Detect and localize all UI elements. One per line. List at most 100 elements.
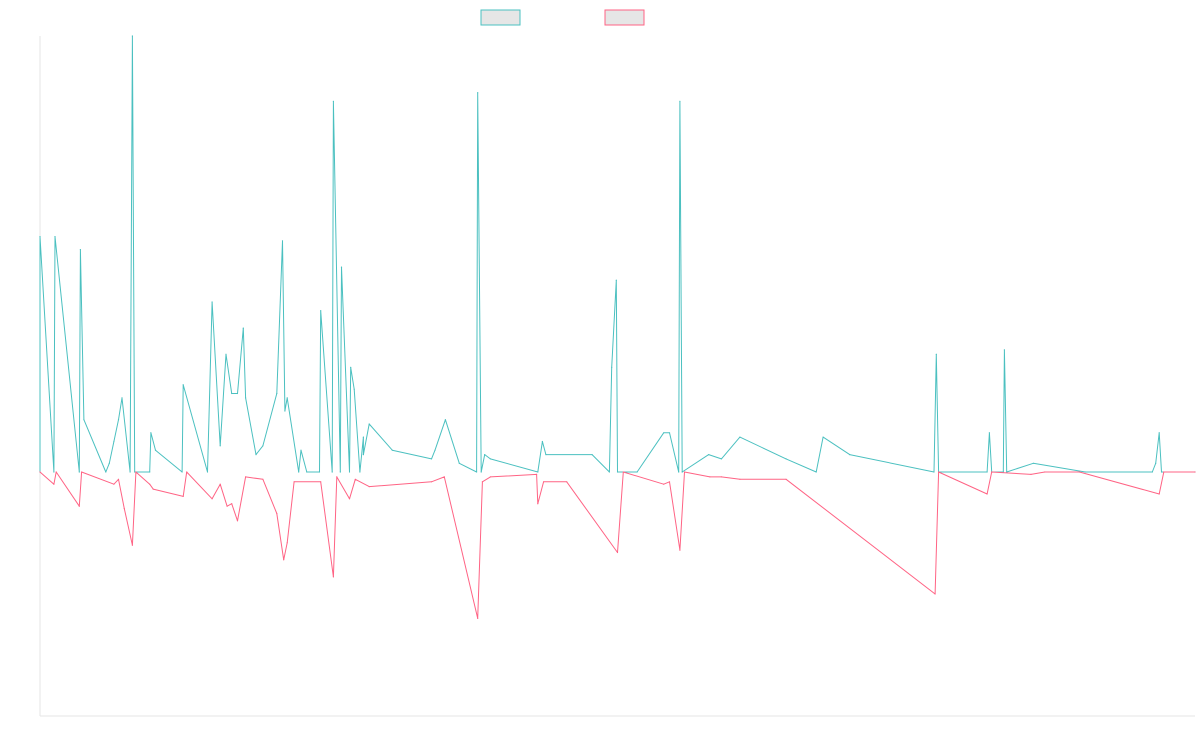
data-point	[636, 471, 638, 473]
data-point	[135, 471, 137, 473]
data-point	[537, 503, 539, 505]
data-point	[430, 481, 433, 483]
data-point	[477, 92, 479, 94]
data-point	[298, 471, 300, 473]
data-point	[720, 458, 723, 460]
legend-swatch	[480, 9, 521, 26]
data-point	[152, 488, 154, 490]
data-point	[1078, 471, 1081, 473]
data-point	[683, 471, 686, 473]
data-point	[477, 617, 479, 620]
data-point	[276, 392, 278, 395]
data-point	[117, 478, 120, 480]
data-point	[362, 436, 364, 438]
data-point	[262, 445, 264, 447]
legend-swatch	[604, 9, 645, 26]
data-point	[182, 384, 184, 386]
series-line-2	[39, 471, 1195, 619]
data-point	[318, 471, 321, 473]
data-point	[300, 449, 302, 451]
data-point	[348, 498, 351, 500]
data-point	[55, 471, 57, 473]
data-point	[681, 471, 683, 473]
data-point	[286, 397, 288, 399]
data-point	[79, 249, 81, 251]
data-point	[368, 423, 370, 425]
data-point	[663, 432, 665, 434]
data-point	[566, 481, 568, 483]
data-point	[284, 410, 286, 412]
data-point	[81, 471, 83, 473]
data-point	[340, 266, 343, 268]
data-point	[186, 471, 188, 473]
data-point	[262, 478, 264, 480]
data-point	[934, 593, 936, 595]
data-point	[320, 481, 322, 483]
data-point	[785, 478, 787, 480]
data-point	[739, 478, 741, 480]
data-point	[622, 471, 624, 473]
data-point	[320, 310, 322, 312]
data-point	[476, 471, 478, 473]
data-point	[231, 503, 233, 505]
data-point	[39, 471, 41, 473]
data-point	[430, 458, 433, 460]
data-point	[53, 471, 55, 473]
data-point	[679, 549, 681, 551]
data-point	[211, 498, 213, 500]
data-point	[336, 476, 338, 478]
data-point	[1158, 493, 1160, 495]
data-point	[708, 454, 710, 456]
data-point	[611, 366, 613, 368]
data-point	[123, 508, 125, 510]
data-point	[354, 478, 356, 480]
legend-item	[604, 9, 645, 26]
data-point	[286, 542, 288, 544]
data-point	[679, 100, 681, 102]
data-point	[541, 440, 544, 443]
data-point	[988, 432, 991, 434]
data-point	[663, 483, 665, 485]
data-point	[1003, 349, 1006, 351]
series-line-1	[39, 35, 1195, 473]
data-point	[105, 471, 107, 473]
data-point	[353, 388, 355, 390]
data-point	[1084, 471, 1086, 473]
data-point	[108, 462, 110, 464]
data-point	[78, 471, 80, 473]
data-point	[739, 436, 741, 438]
data-point	[219, 445, 221, 447]
data-point	[53, 483, 55, 485]
data-point	[537, 471, 539, 473]
legend	[480, 9, 645, 26]
data-point	[206, 471, 209, 473]
data-point	[242, 327, 244, 329]
data-point	[1032, 462, 1034, 464]
data-point	[1163, 471, 1165, 473]
data-point	[245, 397, 247, 399]
data-point	[986, 471, 988, 473]
data-point	[720, 476, 723, 478]
data-point	[668, 432, 671, 434]
data-point	[545, 454, 547, 456]
data-point	[245, 476, 247, 478]
data-point	[668, 481, 671, 483]
data-point	[332, 576, 334, 578]
data-point	[350, 366, 352, 368]
data-point	[608, 471, 611, 473]
data-point	[938, 471, 940, 473]
data-point	[489, 458, 491, 460]
data-point	[709, 476, 711, 478]
data-point	[276, 512, 278, 515]
data-point	[536, 473, 538, 475]
data-point	[359, 471, 361, 473]
data-point	[815, 471, 817, 473]
series-layer	[39, 35, 1196, 620]
data-point	[849, 454, 851, 456]
data-point	[362, 454, 364, 456]
data-point	[134, 471, 136, 473]
data-point	[149, 471, 151, 473]
data-point	[117, 419, 120, 421]
data-point	[484, 454, 486, 456]
